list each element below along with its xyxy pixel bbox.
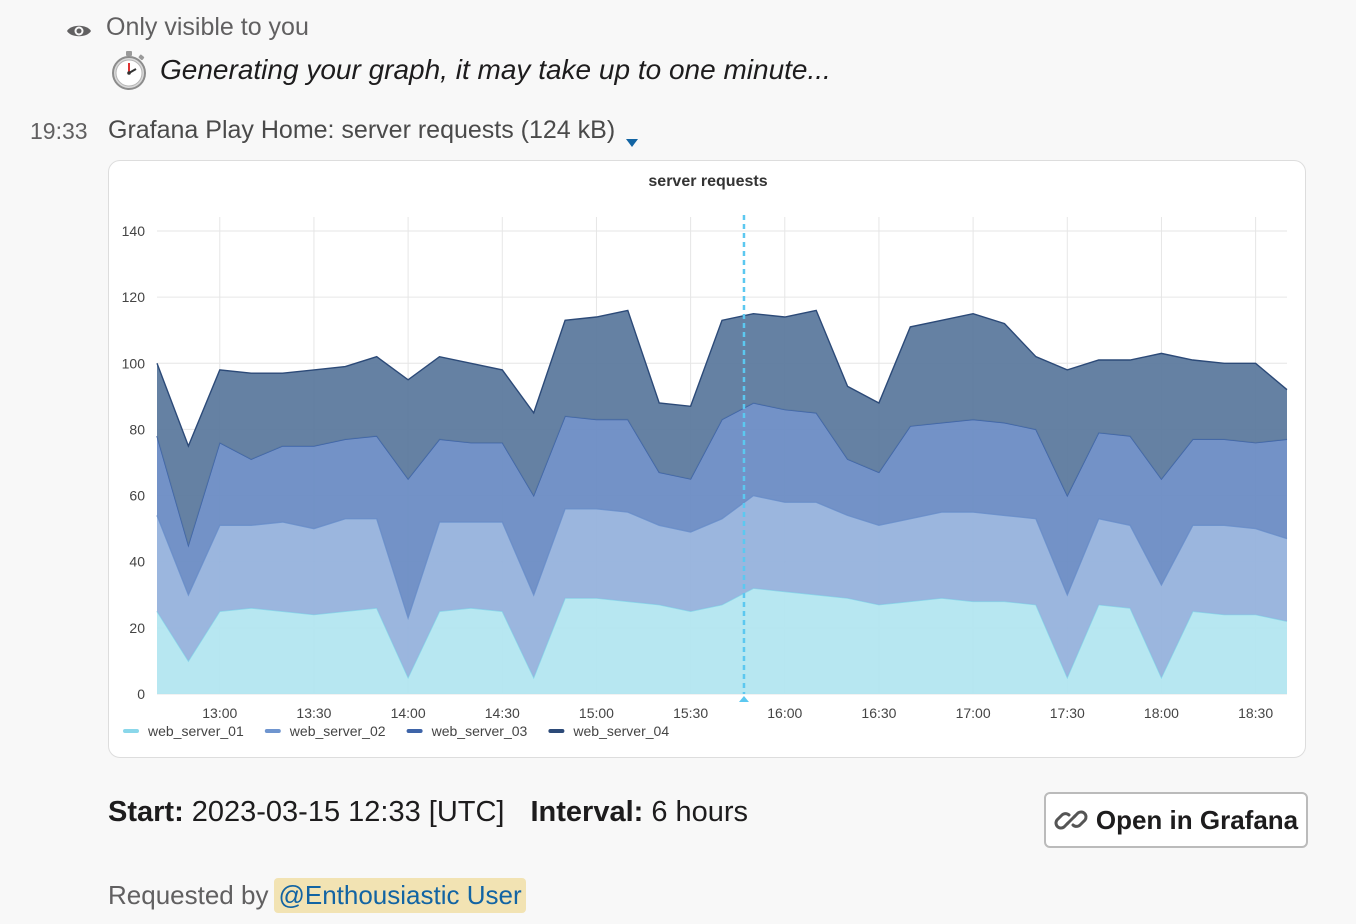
visibility-note: Only visible to you xyxy=(66,10,309,44)
eye-icon xyxy=(66,18,92,37)
x-tick-label: 15:00 xyxy=(579,705,614,721)
y-tick-label: 0 xyxy=(137,686,145,702)
caret-down-icon[interactable] xyxy=(625,126,639,147)
open-in-grafana-label: Open in Grafana xyxy=(1095,804,1299,835)
requested-by-prefix: Requested by xyxy=(108,880,269,910)
y-tick-label: 40 xyxy=(129,554,145,570)
user-mention[interactable]: @Enthousiastic User xyxy=(274,878,526,913)
x-tick-label: 17:00 xyxy=(956,705,991,721)
area-web_server_01 xyxy=(157,588,1287,694)
generating-message: Generating your graph, it may take up to… xyxy=(108,48,831,92)
chart-image[interactable]: server requests 0 20 40 60 80 100 120 140 13:00 13… xyxy=(108,160,1306,758)
x-tick-label: 18:30 xyxy=(1238,705,1273,721)
start-value: 2023-03-15 12:33 [UTC] xyxy=(191,796,505,828)
visibility-note-text: Only visible to you xyxy=(106,12,309,41)
graph-meta: Start: 2023-03-15 12:33 [UTC] Interval: … xyxy=(108,796,748,829)
legend-swatch xyxy=(123,729,139,733)
legend-label-web_server_04: web_server_04 xyxy=(572,723,669,739)
legend-label-web_server_01: web_server_01 xyxy=(147,723,244,739)
x-tick-label: 13:30 xyxy=(296,705,331,721)
area-web_server_04 xyxy=(157,310,1287,546)
interval-label: Interval: xyxy=(530,796,644,828)
y-tick-label: 60 xyxy=(129,488,145,504)
legend-swatch xyxy=(548,729,565,733)
file-title-text: Grafana Play Home: server requests (124 … xyxy=(108,116,616,144)
x-tick-label: 14:30 xyxy=(485,705,520,721)
y-tick-label: 120 xyxy=(122,289,146,305)
x-tick-label: 14:00 xyxy=(391,705,426,721)
y-tick-label: 20 xyxy=(129,620,145,636)
open-in-grafana-button[interactable]: Open in Grafana xyxy=(1044,792,1308,848)
message-timestamp[interactable]: 19:33 xyxy=(30,118,88,144)
link-icon xyxy=(1054,803,1088,837)
requested-by: Requested by @Enthousiastic User xyxy=(108,878,526,913)
y-tick-label: 80 xyxy=(129,421,145,437)
chart-title: server requests xyxy=(648,173,767,190)
legend-swatch xyxy=(406,729,423,733)
x-tick-label: 16:00 xyxy=(767,705,802,721)
area-web_server_03 xyxy=(157,403,1287,618)
x-tick-label: 15:30 xyxy=(673,705,708,721)
interval-value: 6 hours xyxy=(651,796,749,828)
stopwatch-icon xyxy=(108,49,150,91)
time-marker-arrow xyxy=(738,696,749,702)
line-web_server_04 xyxy=(156,309,1288,448)
y-tick-label: 100 xyxy=(122,355,146,371)
x-tick-label: 18:00 xyxy=(1144,705,1179,721)
ephemeral-message: Only visible to you Generating your grap… xyxy=(0,0,1356,98)
server-requests-chart: server requests 0 20 40 60 80 100 120 140 13:00 13… xyxy=(122,173,1288,739)
legend-label-web_server_02: web_server_02 xyxy=(289,723,386,739)
area-web_server_02 xyxy=(157,495,1287,678)
start-label: Start: xyxy=(108,796,184,828)
generating-text: Generating your graph, it may take up to… xyxy=(160,54,831,85)
x-tick-label: 16:30 xyxy=(861,705,896,721)
y-tick-label: 140 xyxy=(122,223,146,239)
x-tick-label: 13:00 xyxy=(202,705,237,721)
legend-label-web_server_03: web_server_03 xyxy=(431,723,528,739)
file-title[interactable]: Grafana Play Home: server requests (124 … xyxy=(108,116,639,147)
legend-swatch xyxy=(264,729,281,733)
x-tick-label: 17:30 xyxy=(1050,705,1085,721)
